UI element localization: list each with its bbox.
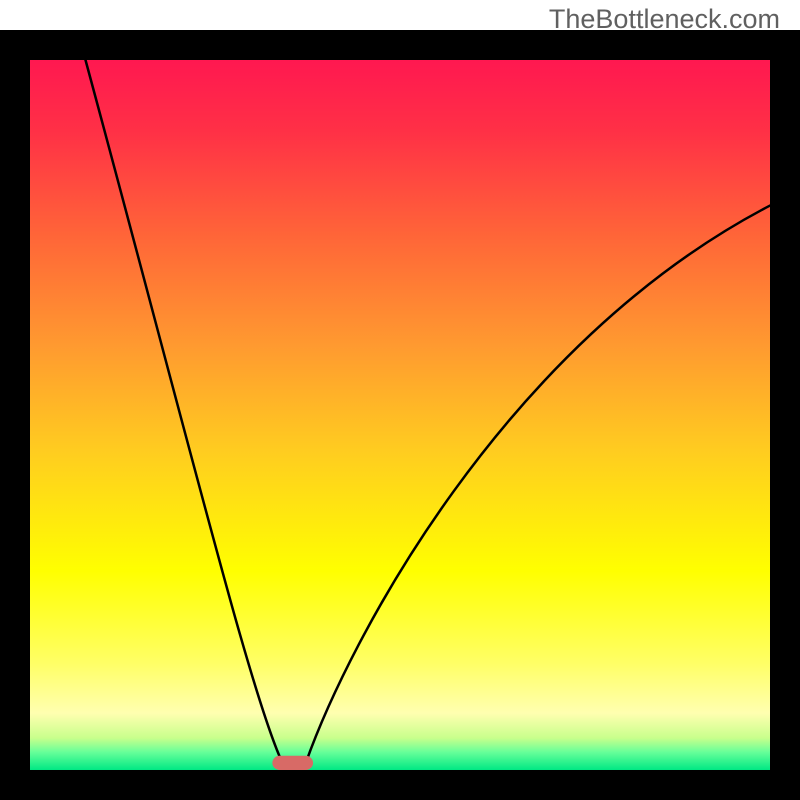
bottleneck-chart <box>0 0 800 800</box>
gradient-background <box>30 60 770 770</box>
attribution-text: TheBottleneck.com <box>549 4 780 35</box>
optimal-marker <box>272 756 313 770</box>
